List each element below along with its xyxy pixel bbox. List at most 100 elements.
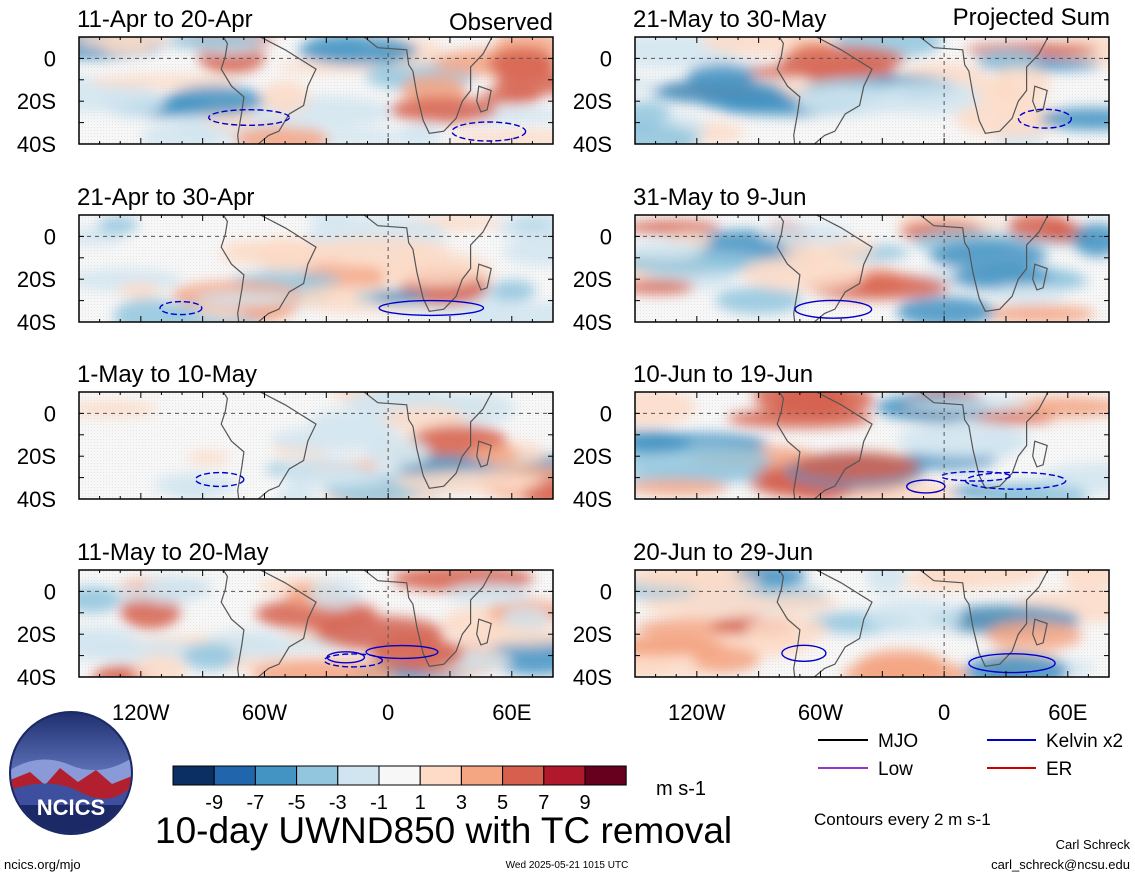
anomaly-patch — [117, 282, 162, 299]
anomaly-patch — [740, 255, 867, 292]
y-tick-label: 20S — [573, 89, 612, 114]
y-tick-label: 20S — [573, 444, 612, 469]
anomaly-patch — [448, 130, 553, 144]
kelvin-contour — [323, 653, 383, 668]
anomaly-patch — [496, 215, 553, 242]
anomaly-patch — [635, 79, 661, 92]
anomaly-patch — [792, 451, 920, 482]
kelvin-contour — [968, 653, 1056, 674]
south-america-outline — [220, 392, 317, 499]
y-tick-label: 20S — [573, 267, 612, 292]
anomaly-patch — [134, 654, 187, 677]
y-tick-label: 0 — [44, 579, 56, 604]
y-tick-label: 20S — [17, 267, 56, 292]
y-tick-label: 40S — [17, 310, 56, 335]
y-tick-label: 40S — [573, 487, 612, 512]
south-america-outline — [776, 215, 873, 322]
y-tick-label: 40S — [17, 665, 56, 690]
kelvin-contours — [194, 471, 245, 488]
colorbar-label: 1 — [415, 792, 426, 814]
kelvin-contours — [1017, 108, 1072, 129]
anomaly-patch — [186, 451, 231, 465]
y-tick-label: 0 — [600, 401, 612, 426]
panel-title: 20-Jun to 29-Jun — [633, 539, 813, 566]
colorbar-label: 7 — [538, 792, 549, 814]
panel-frame — [634, 214, 1110, 323]
figure-title: 10-day UWND850 with TC removal — [155, 810, 732, 851]
panel-frame — [634, 391, 1110, 500]
anomaly-patch — [1001, 396, 1109, 418]
y-tick-label: 0 — [44, 46, 56, 71]
map-panel: 11-Apr to 20-Apr 0 20S 40S — [17, 6, 554, 157]
madagascar-outline — [1032, 263, 1048, 291]
kelvin-contour — [207, 108, 290, 126]
anomaly-patch — [856, 649, 946, 677]
y-tick-label: 0 — [44, 224, 56, 249]
south-america-outline — [220, 37, 317, 144]
colorbar-swatch — [502, 765, 545, 786]
anomaly-patch — [929, 240, 1048, 271]
anomaly-patch — [1007, 215, 1072, 240]
anomaly-patch — [194, 291, 297, 307]
anomaly-patch — [308, 578, 362, 609]
colorbar-swatch — [584, 765, 627, 786]
y-tick-label: 0 — [600, 46, 612, 71]
map-panel: 21-May to 30-May 0 20S 40S — [573, 6, 1110, 157]
anomaly-patch — [749, 594, 839, 613]
madagascar-outline — [476, 618, 492, 646]
anomaly-patch — [896, 296, 995, 322]
anomaly-patch — [759, 223, 853, 246]
x-tick-label: 120W — [668, 700, 726, 725]
anomaly-patch — [276, 485, 317, 499]
x-tick-label: 0 — [938, 700, 950, 725]
wave-legend: MJO Kelvin x2 Low ER — [818, 731, 1123, 780]
kelvin-contour — [194, 471, 245, 488]
madagascar-outline — [1032, 618, 1048, 646]
anomaly-patch — [372, 290, 427, 303]
anomaly-patch — [975, 78, 1020, 104]
anomaly-patch — [635, 122, 700, 144]
legend-low-label: Low — [878, 759, 913, 780]
anomaly-patch — [897, 420, 1030, 459]
anomaly-patch — [383, 406, 466, 432]
anomaly-patch — [481, 88, 542, 105]
kelvin-contour — [906, 479, 946, 494]
colorbar-labels: -9 -7 -5 -3 -1 1 3 5 7 9 — [205, 792, 590, 814]
panel-title: 21-Apr to 30-Apr — [77, 184, 254, 211]
anomaly-patch — [635, 220, 720, 235]
anomaly-patch — [447, 583, 531, 605]
colorbar — [172, 765, 627, 786]
madagascar-outline — [476, 263, 492, 291]
panel-title: 31-May to 9-Jun — [633, 184, 806, 211]
coastlines — [776, 392, 1049, 499]
y-tick-label: 40S — [573, 132, 612, 157]
anomaly-patch — [365, 436, 430, 469]
anomaly-patch — [234, 125, 330, 144]
colorbar-label: 9 — [579, 792, 590, 814]
anomaly-patch — [79, 37, 173, 50]
anomaly-patch — [635, 392, 697, 427]
anomaly-patch — [260, 80, 310, 115]
colorbar-swatch — [543, 765, 586, 786]
anomaly-patch — [702, 37, 806, 56]
panel-title: 10-Jun to 19-Jun — [633, 361, 813, 388]
anomaly-patch — [490, 279, 536, 302]
y-tick-label: 20S — [17, 89, 56, 114]
kelvin-contours — [906, 470, 1067, 494]
africa-outline — [919, 392, 1049, 489]
south-america-outline — [220, 215, 317, 322]
logo-text: NCICS — [37, 795, 105, 820]
kelvin-contours — [207, 108, 527, 142]
y-tick-label: 0 — [600, 579, 612, 604]
kelvin-contour — [1017, 108, 1072, 129]
madagascar-outline — [476, 440, 492, 468]
anomaly-patch — [488, 47, 553, 80]
kelvin-contours — [794, 299, 873, 319]
kelvin-contours — [323, 644, 439, 668]
colorbar-swatch — [296, 765, 339, 786]
footer-author: Carl Schreck — [1056, 837, 1131, 852]
x-tick-label: 60W — [242, 700, 287, 725]
madagascar-outline — [1032, 85, 1048, 113]
footer-timestamp: Wed 2025-05-21 1015 UTC — [506, 860, 629, 871]
